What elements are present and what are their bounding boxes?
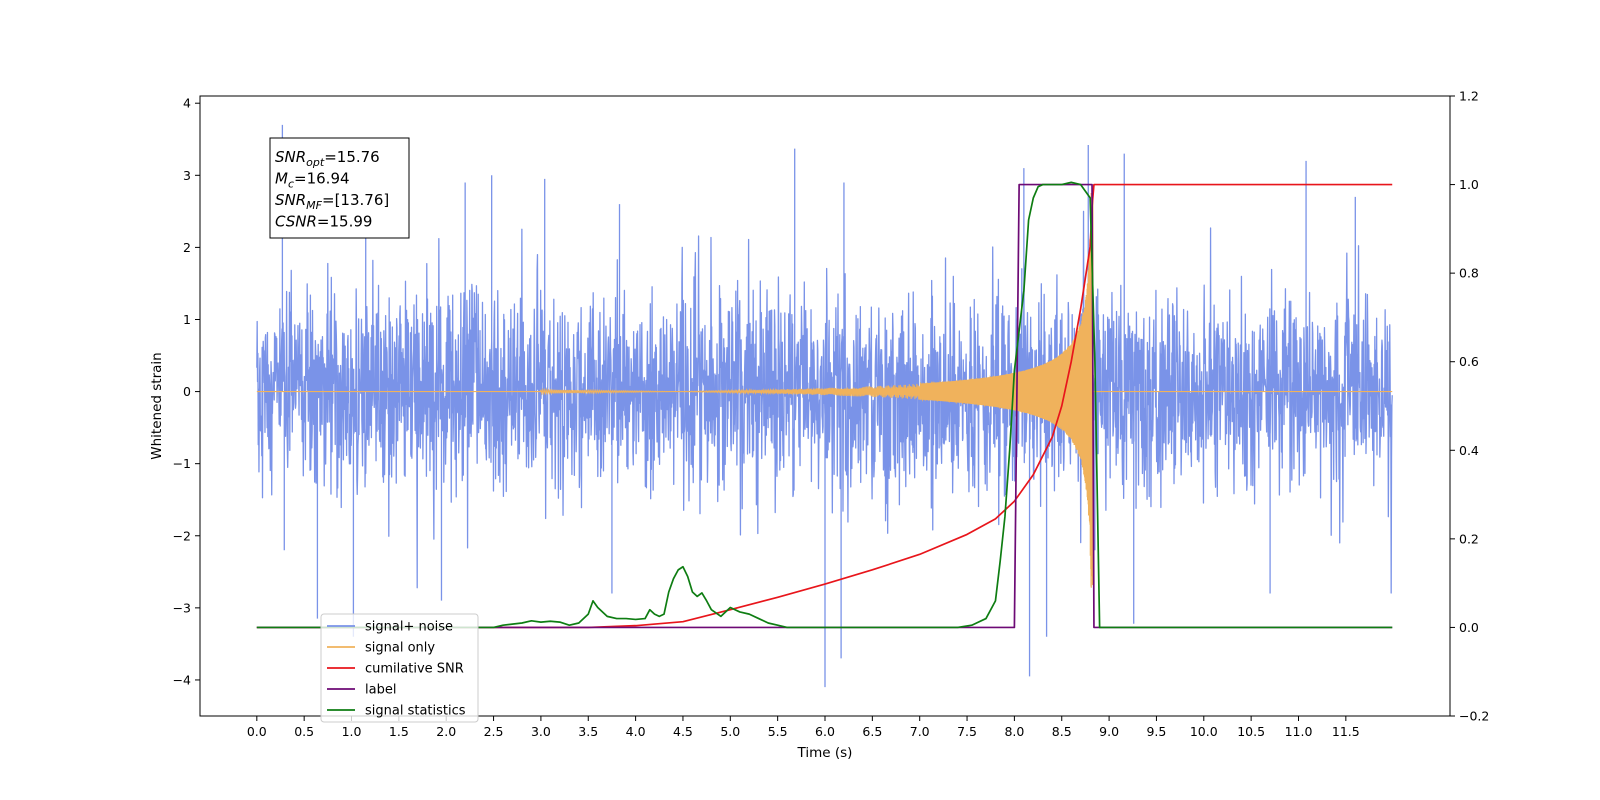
x-tick-label: 2.5	[484, 724, 504, 739]
x-tick-label: 11.5	[1332, 724, 1360, 739]
y-axis-left: 4 3 2 1 0 −1 −2 −3 −4	[173, 96, 200, 687]
legend: signal+ noise signal only cumilative SNR la…	[320, 613, 479, 723]
series-layer	[256, 124, 1393, 688]
y-tick-label: −3	[173, 600, 191, 615]
x-tick-label: 10.5	[1237, 724, 1265, 739]
x-tick-label: 1.5	[389, 724, 409, 739]
x-tick-label: 7.0	[910, 724, 930, 739]
legend-label: signal only	[365, 641, 435, 656]
metrics-annotation-box: SNRopt=15.76Mc=16.94SNRMF=[13.76]CSNR=15…	[269, 137, 410, 239]
annotation-line: CSNR=15.99	[275, 213, 372, 231]
x-tick-label: 11.0	[1285, 724, 1313, 739]
y-tick-label: 2	[183, 240, 191, 255]
y-right-tick-label: 1.2	[1459, 89, 1479, 104]
y-right-tick-label: 1.0	[1459, 177, 1479, 192]
series-line-signal-noise	[256, 124, 1393, 688]
x-tick-label: 5.0	[720, 724, 740, 739]
x-tick-label: 4.0	[626, 724, 646, 739]
x-tick-label: 2.0	[436, 724, 456, 739]
x-axis-title: Time (s)	[797, 745, 853, 761]
x-tick-label: 3.0	[531, 724, 551, 739]
x-axis: 0.0 0.5 1.0 1.5 2.0 2.5 3.0 3.5 4.0 4.5 5.0 5.5 6.0 6…	[247, 716, 1360, 739]
y-right-tick-label: 0.8	[1459, 266, 1479, 281]
annotation-line: SNRopt=15.76	[275, 148, 380, 169]
x-tick-label: 7.5	[957, 724, 977, 739]
y-tick-label: 0	[183, 384, 191, 399]
y-tick-label: −4	[173, 672, 191, 687]
series-line-signal-statistics	[256, 181, 1393, 629]
x-tick-label: 8.5	[1052, 724, 1072, 739]
x-tick-label: 9.0	[1099, 724, 1119, 739]
y-right-tick-label: 0.6	[1459, 354, 1479, 369]
legend-frame	[320, 613, 479, 723]
x-tick-label: 9.5	[1146, 724, 1166, 739]
y-tick-label: −2	[173, 528, 191, 543]
legend-label: signal statistics	[365, 704, 466, 719]
y-right-tick-label: 0.0	[1459, 620, 1479, 635]
legend-label: signal+ noise	[365, 620, 453, 635]
x-tick-label: 6.5	[862, 724, 882, 739]
y-right-tick-label: 0.4	[1459, 443, 1479, 458]
series-line-signal-only	[256, 192, 1393, 588]
x-tick-label: 0.0	[247, 724, 267, 739]
legend-label: cumilative SNR	[365, 662, 464, 677]
annotation-frame	[269, 137, 410, 239]
y-tick-label: −1	[173, 456, 191, 471]
x-tick-label: 3.5	[578, 724, 598, 739]
y-tick-label: 4	[183, 96, 191, 111]
x-tick-label: 5.5	[768, 724, 788, 739]
x-tick-label: 4.5	[673, 724, 693, 739]
x-tick-label: 8.0	[1004, 724, 1024, 739]
annotation-line: Mc=16.94	[275, 170, 350, 191]
annotation-line: SNRMF=[13.76]	[275, 191, 389, 212]
series-line-cumilative-snr	[256, 183, 1393, 629]
x-tick-label: 0.5	[294, 724, 314, 739]
x-tick-label: 1.0	[342, 724, 362, 739]
y-tick-label: 3	[183, 168, 191, 183]
y-right-tick-label: −0.2	[1459, 709, 1489, 724]
y-tick-label: 1	[183, 312, 191, 327]
legend-label: label	[365, 683, 396, 698]
y-right-tick-label: 0.2	[1459, 531, 1479, 546]
y-axis-title: Whitened strain	[149, 352, 165, 459]
x-tick-label: 10.0	[1190, 724, 1218, 739]
y-axis-right: 1.2 1.0 0.8 0.6 0.4 0.2 0.0 −0.2	[1450, 89, 1489, 724]
x-tick-label: 6.0	[815, 724, 835, 739]
